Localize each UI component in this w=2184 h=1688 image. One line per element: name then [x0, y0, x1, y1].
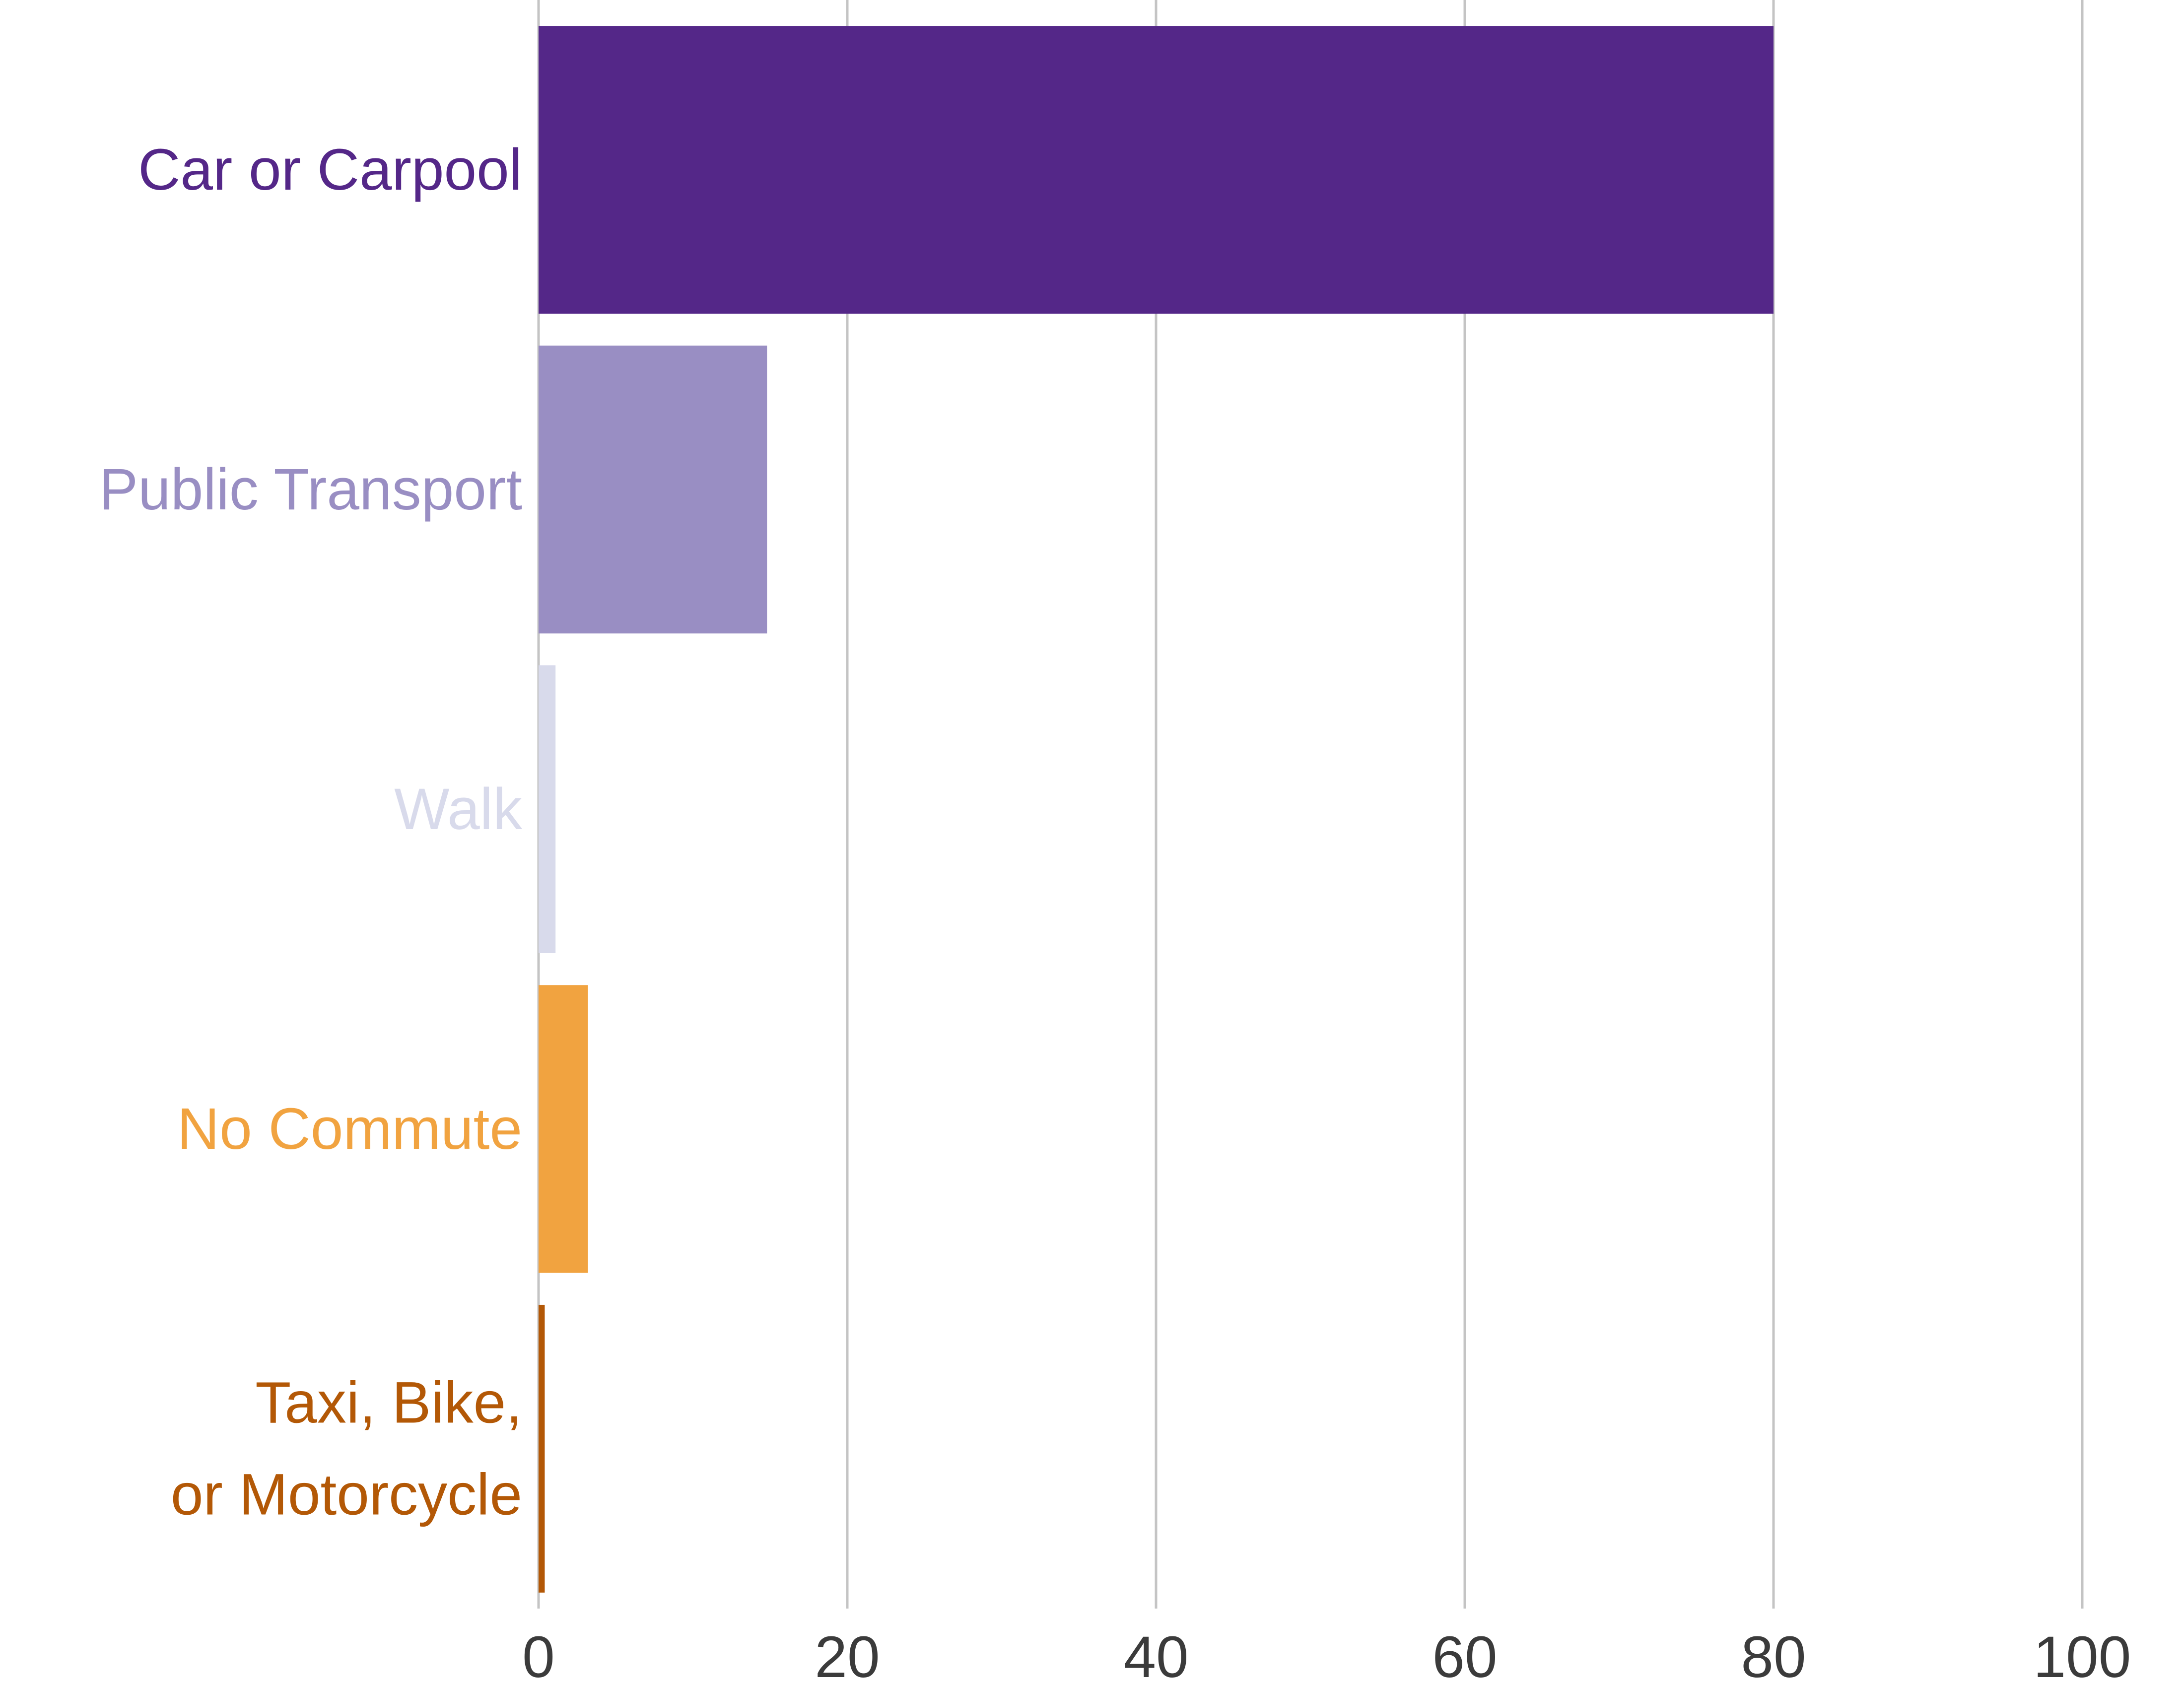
bar-1 [539, 346, 767, 633]
bar-4 [539, 1305, 545, 1593]
bars [539, 26, 1774, 1593]
x-tick-label-20: 20 [815, 1624, 880, 1688]
category-label-2: Walk [394, 776, 523, 842]
x-tick-label-80: 80 [1741, 1624, 1806, 1688]
category-label-0: Car or Carpool [138, 137, 522, 203]
category-label-3: No Commute [177, 1096, 522, 1162]
category-labels: Car or Carpool Public Transport Walk No Com… [99, 137, 523, 1528]
bar-3 [539, 985, 588, 1273]
x-tick-label-60: 60 [1432, 1624, 1497, 1688]
category-label-line: or Motorcycle [171, 1462, 522, 1528]
x-tick-label-0: 0 [522, 1624, 555, 1688]
x-axis-tick-labels: 0 20 40 60 80 100 [522, 1624, 2131, 1688]
category-label-line: Public Transport [99, 457, 522, 522]
category-label-4: Taxi, Bike, or Motorcycle [171, 1370, 522, 1528]
category-label-line: Walk [394, 776, 523, 842]
bar-0 [539, 26, 1774, 314]
category-label-1: Public Transport [99, 457, 522, 522]
bar-2 [539, 665, 556, 953]
x-tick-label-40: 40 [1123, 1624, 1188, 1688]
category-label-line: No Commute [177, 1096, 522, 1162]
category-label-line: Taxi, Bike, [255, 1370, 522, 1436]
category-label-line: Car or Carpool [138, 137, 522, 203]
x-tick-label-100: 100 [2034, 1624, 2131, 1688]
